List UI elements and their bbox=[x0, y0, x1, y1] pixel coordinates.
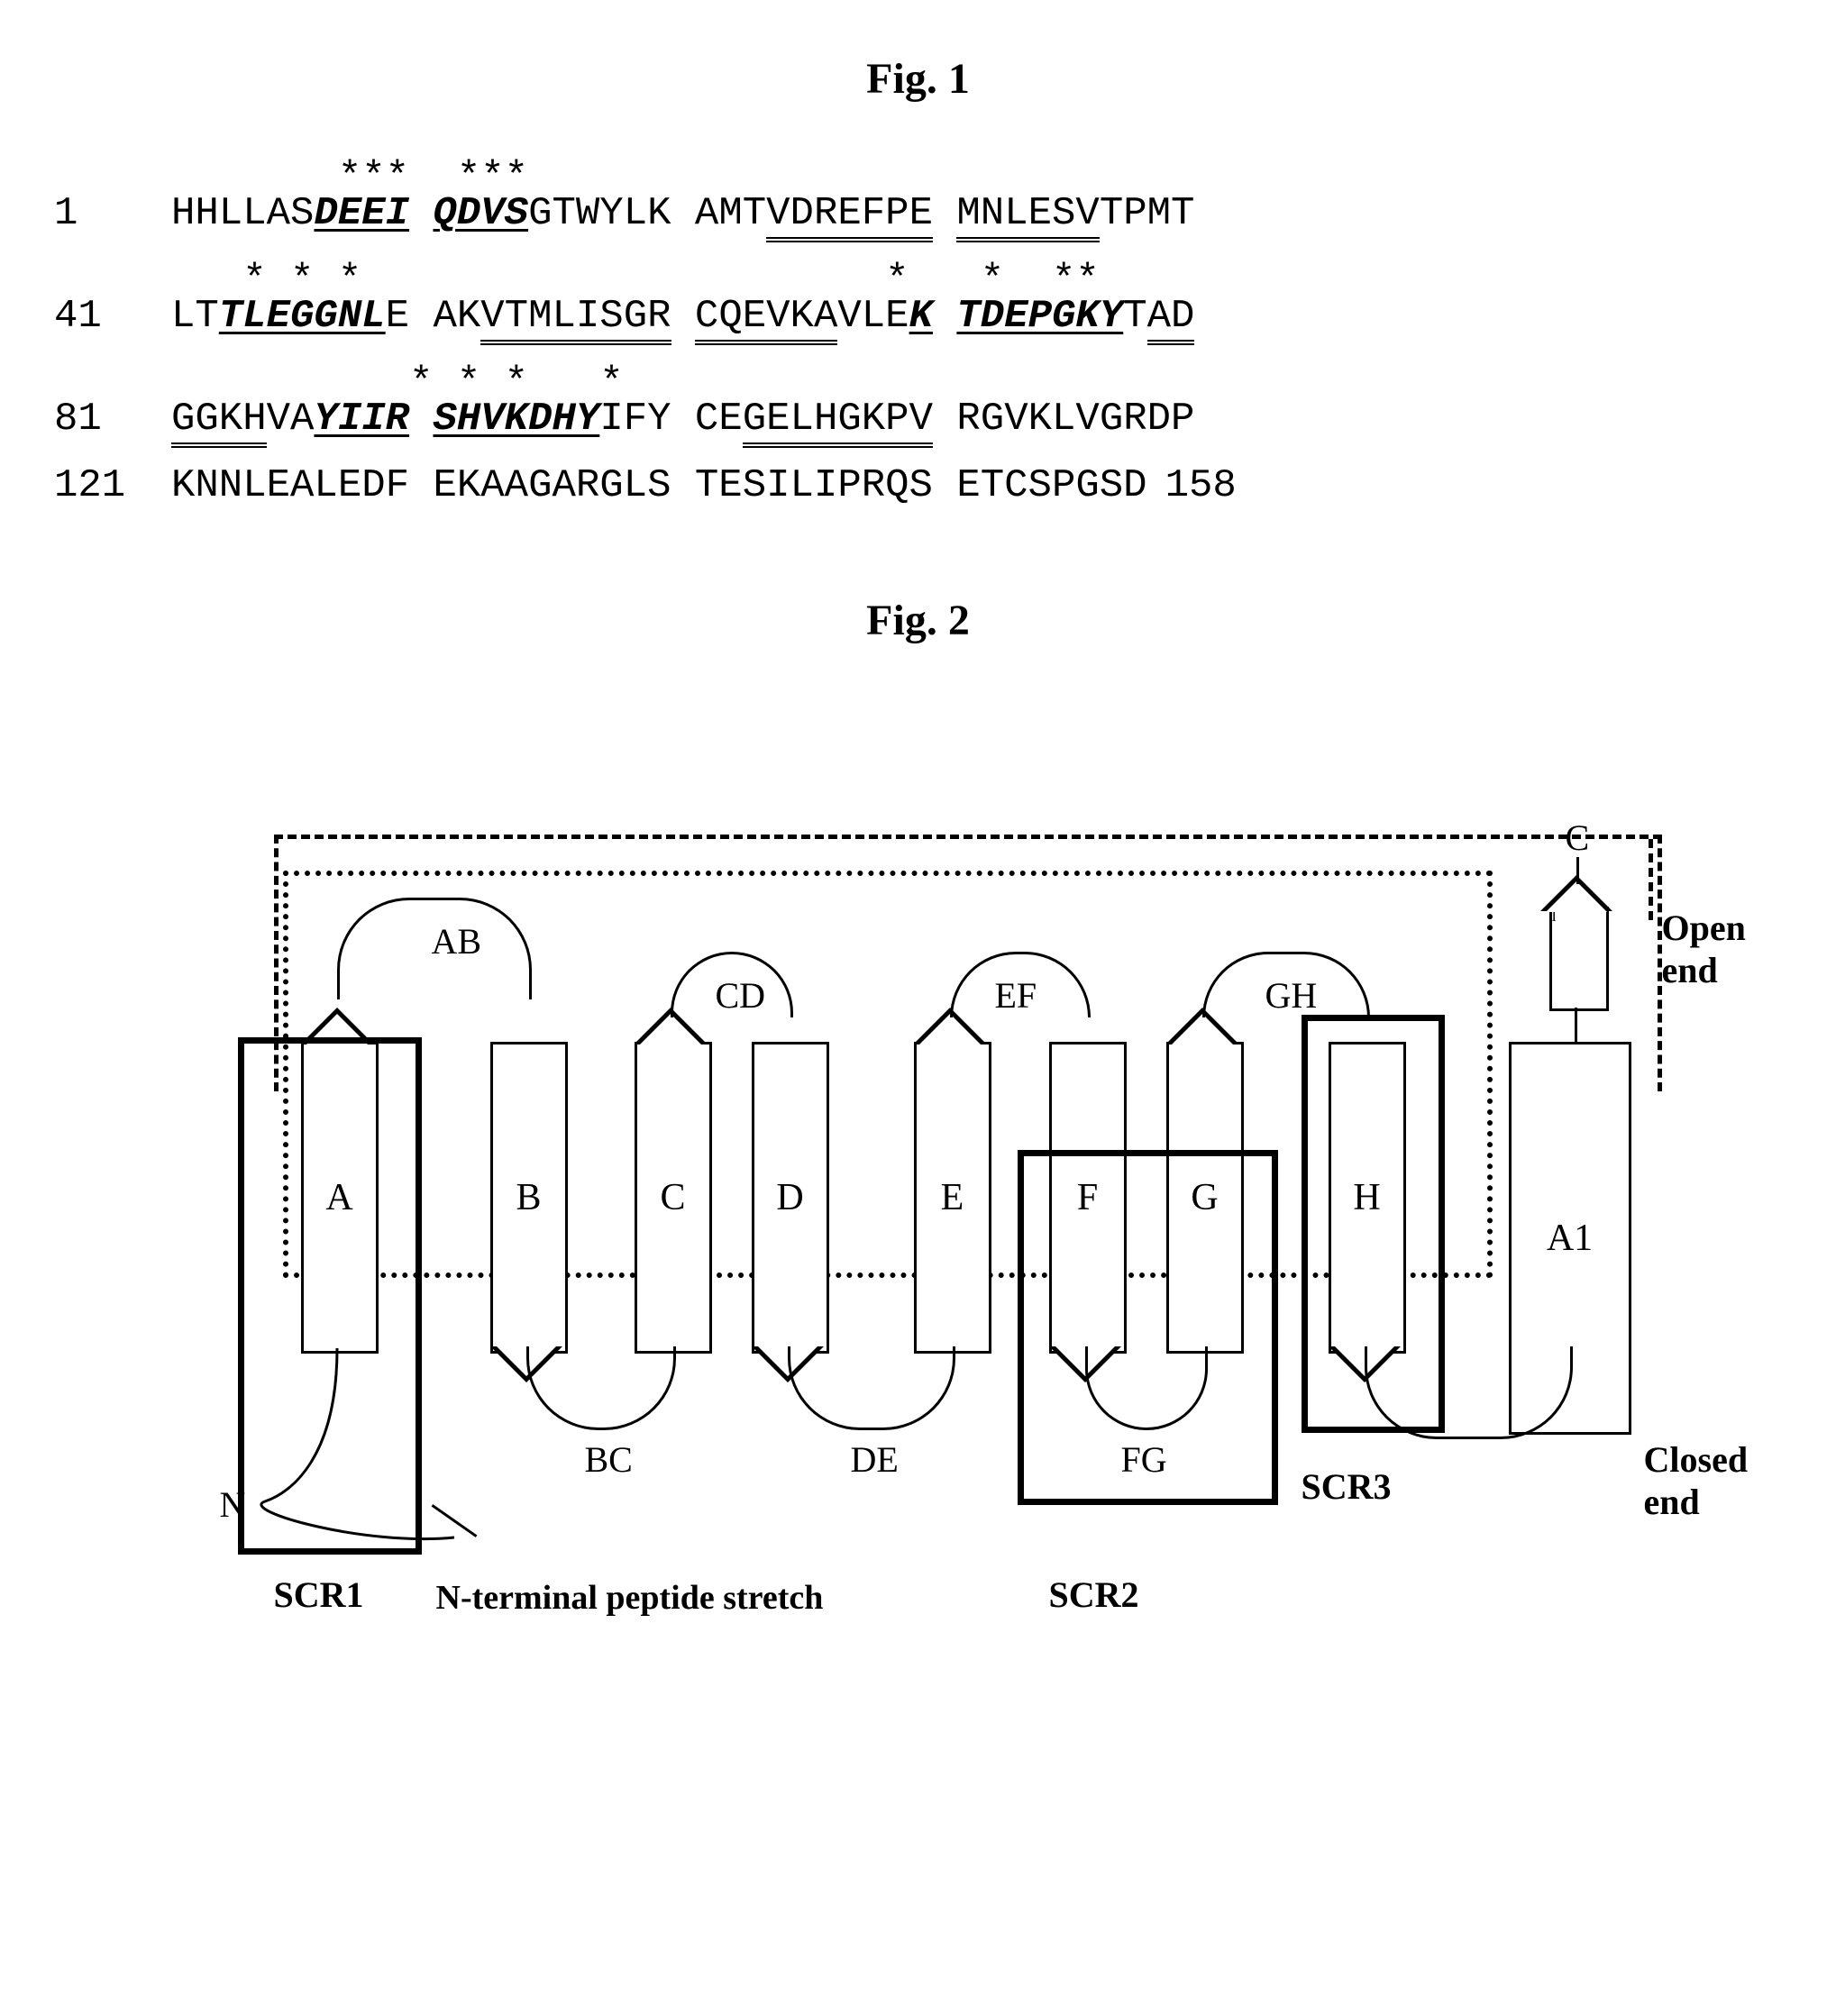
sequence-row: 41LTTLEGGNLE AKVTMLISGR CQEVKAVLEK TDEPG… bbox=[54, 296, 1782, 336]
sequence-segment bbox=[933, 294, 956, 339]
sequence-segment: VA bbox=[267, 397, 315, 442]
sequence-row: 1HHLLASDEEI QDVSGTWYLK AMTVDREFPE MNLESV… bbox=[54, 194, 1782, 233]
sequence-segment: VDREFPE bbox=[766, 191, 933, 242]
row-number: 81 bbox=[54, 399, 171, 439]
sequence-segment bbox=[933, 191, 956, 236]
scr-label: SCR3 bbox=[1302, 1465, 1392, 1508]
scr-label: SCR1 bbox=[274, 1574, 364, 1616]
closed-end-label: Closed end bbox=[1644, 1438, 1749, 1523]
sequence-segment bbox=[409, 397, 433, 442]
scr-box-SCR2 bbox=[1018, 1150, 1278, 1505]
row-number: 41 bbox=[54, 296, 171, 336]
asterisk-row: * * * * * ** bbox=[54, 260, 1782, 296]
sequence-segment: YIIR bbox=[314, 397, 409, 442]
asterisk-row: * * * * bbox=[54, 363, 1782, 399]
sequence-segment: GELHGKPV bbox=[743, 397, 933, 448]
asterisk-row: *** *** bbox=[54, 158, 1782, 194]
n-terminal-stretch-label: N-terminal peptide stretch bbox=[436, 1578, 824, 1618]
sequence-segment: T bbox=[1123, 294, 1146, 339]
sequence-segment: VLE bbox=[837, 294, 909, 339]
fig1-title: Fig. 1 bbox=[54, 54, 1782, 104]
sequence-segment: VTMLISGR bbox=[480, 294, 671, 345]
sequence-segment bbox=[409, 191, 433, 236]
topology-diagram: ABCDEFGHA1ICABCDEFGHBCDEFGNSCR1SCR2SCR3O… bbox=[130, 717, 1707, 1664]
sequence-segment: TDEPGKY bbox=[956, 294, 1123, 339]
scr-box-SCR1 bbox=[238, 1037, 422, 1555]
sequence-row: 81GGKHVAYIIR SHVKDHYIFY CEGELHGKPV RGVKL… bbox=[54, 399, 1782, 439]
row-end-number: 158 bbox=[1165, 466, 1237, 506]
sequence-block: *** *** 1HHLLASDEEI QDVSGTWYLK AMTVDREFP… bbox=[54, 158, 1782, 506]
sequence-segment: RGVKLVGRDP bbox=[933, 397, 1194, 442]
sequence-segment bbox=[671, 294, 695, 339]
sequence-row: 121KNNLEALEDF EKAAGARGLS TESILIPRQS ETCS… bbox=[54, 466, 1782, 506]
row-number: 1 bbox=[54, 194, 171, 233]
sequence-segment: GTWYLK AMT bbox=[528, 191, 766, 236]
scr-label: SCR2 bbox=[1049, 1574, 1139, 1616]
sequence-segment: CQEVKA bbox=[695, 294, 837, 345]
row-number: 121 bbox=[54, 466, 171, 506]
fig2-title: Fig. 2 bbox=[54, 596, 1782, 645]
sequence-segment: KNNLEALEDF EKAAGARGLS TESILIPRQS ETCSPGS… bbox=[171, 463, 1147, 508]
sequence-segment: DEEI bbox=[314, 191, 409, 236]
sequence-segment: AD bbox=[1147, 294, 1195, 345]
open-end-label: Open end bbox=[1662, 907, 1746, 991]
sequence-segment: QDVS bbox=[433, 191, 528, 236]
sequence-segment: IFY CE bbox=[599, 397, 742, 442]
sequence-segment: MNLESV bbox=[956, 191, 1099, 242]
sequence-segment: TLEGGNL bbox=[219, 294, 386, 339]
sequence-segment: SHVKDHY bbox=[433, 397, 599, 442]
sequence-segment: GGKH bbox=[171, 397, 267, 448]
sequence-segment: HHLLAS bbox=[171, 191, 314, 236]
sequence-segment: K bbox=[909, 294, 933, 339]
sequence-segment: LT bbox=[171, 294, 219, 339]
sequence-segment: TPMT bbox=[1100, 191, 1195, 236]
scr-box-SCR3 bbox=[1302, 1015, 1445, 1433]
sequence-segment: E AK bbox=[386, 294, 481, 339]
